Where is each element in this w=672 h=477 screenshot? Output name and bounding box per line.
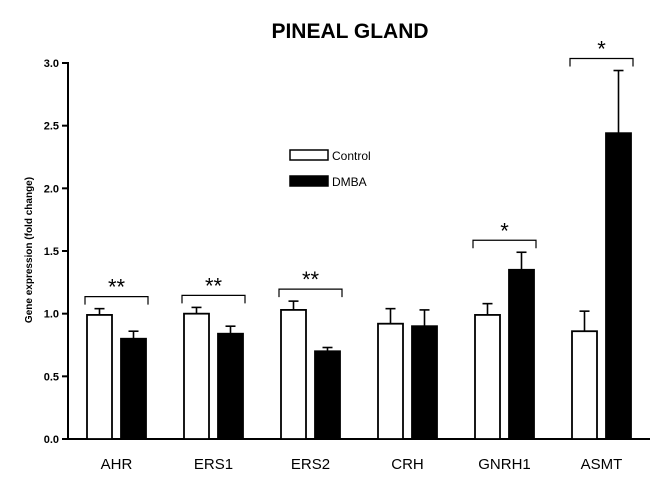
- bar: [183, 312, 210, 440]
- significance-marker: *: [597, 37, 606, 62]
- y-tick-label: 2.0: [44, 183, 59, 195]
- chart-title: PINEAL GLAND: [271, 20, 428, 43]
- bar: [377, 322, 404, 440]
- bars-group: [86, 69, 632, 440]
- bar: [86, 314, 113, 440]
- bar: [508, 268, 535, 440]
- significance-bracket: [181, 294, 246, 304]
- y-tick-label: 2.5: [44, 121, 59, 133]
- labels-group: AHR ** ERS1 ** ERS2 ** CRH GNRH1 * ASMT *: [84, 37, 634, 473]
- y-tick-label: 3.0: [44, 58, 59, 70]
- y-tick-label: 0.5: [44, 371, 59, 383]
- legend-swatch-dmba: [289, 175, 329, 187]
- bar: [605, 132, 632, 440]
- axes: 0.0 0.5 1.0 1.5 2.0 2.5 3.0: [44, 58, 650, 446]
- category-label: CRH: [391, 456, 424, 473]
- y-tick-label: 1.5: [44, 246, 59, 258]
- y-axis-label: Gene expression (fold change): [24, 177, 35, 323]
- bar: [314, 350, 341, 440]
- significance-bracket: [278, 288, 343, 298]
- bar: [217, 332, 244, 440]
- legend-label-dmba: DMBA: [332, 175, 367, 189]
- bar: [411, 325, 438, 440]
- significance-marker: **: [302, 267, 320, 292]
- bar: [120, 337, 147, 440]
- significance-marker: *: [500, 218, 509, 243]
- legend-swatch-control: [289, 149, 329, 161]
- significance-bracket: [472, 239, 537, 249]
- category-label: GNRH1: [478, 456, 531, 473]
- legend-label-control: Control: [332, 149, 371, 163]
- category-label: ERS2: [291, 456, 330, 473]
- category-label: ASMT: [581, 456, 623, 473]
- category-label: ERS1: [194, 456, 233, 473]
- significance-marker: **: [205, 273, 223, 298]
- y-tick-label: 1.0: [44, 309, 59, 321]
- bar: [280, 309, 307, 440]
- significance-bracket: [84, 296, 149, 305]
- legend: Control DMBA: [289, 149, 371, 189]
- significance-bracket: [569, 57, 634, 67]
- bar: [571, 330, 598, 440]
- y-tick-label: 0.0: [44, 434, 59, 446]
- category-label: AHR: [101, 456, 133, 473]
- bar: [474, 314, 501, 440]
- significance-marker: **: [108, 275, 126, 300]
